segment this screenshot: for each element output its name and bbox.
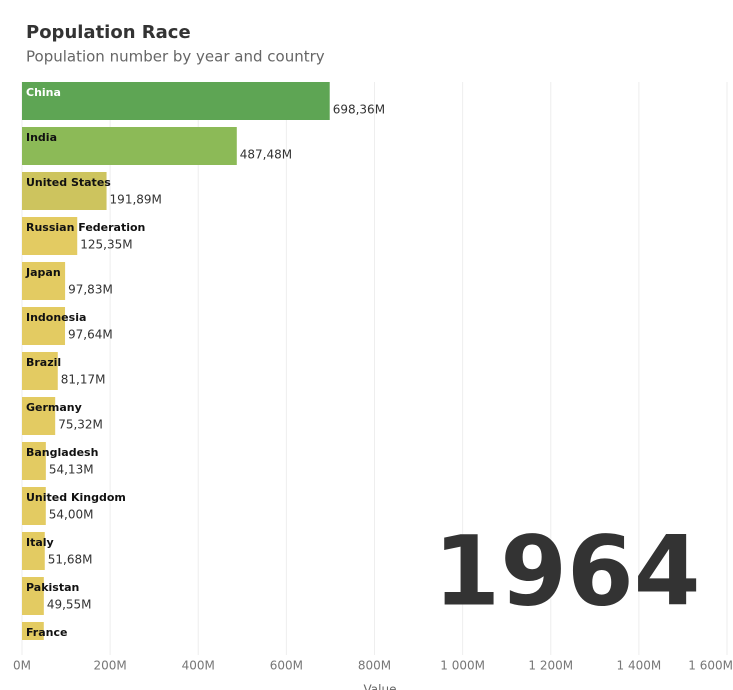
x-tick-label: 600M [270,659,303,673]
bar [22,82,330,120]
value-label: 81,17M [61,373,106,387]
x-tick-label: 800M [358,659,391,673]
value-label: 97,83M [68,283,113,297]
value-label: 75,32M [58,418,103,432]
category-label: India [26,131,57,144]
bar [22,487,46,525]
bar [22,172,107,210]
category-label: Italy [26,536,54,549]
bar [22,262,66,300]
category-label: United States [26,176,111,189]
bars: China 698,36M India 487,48M United States 191… [22,82,385,657]
value-label: 51,68M [48,553,93,567]
value-label: 487,48M [240,148,292,162]
category-label: Russian Federation [26,221,145,234]
value-label: 49,45M [47,643,92,657]
value-label: 97,64M [68,328,113,342]
chart-subtitle: Population number by year and country [26,48,325,66]
x-tick-label: 1 400M [617,659,662,673]
bar [22,217,78,255]
x-tick-label: 400M [182,659,215,673]
x-tick-label: 1 600M [688,659,733,673]
value-label: 191,89M [110,193,162,207]
chart-title: Population Race [26,22,191,43]
bar [22,577,44,615]
category-label: China [26,86,61,99]
category-label: Japan [25,266,61,279]
category-label: France [26,626,67,639]
bar [22,442,46,480]
x-axis-label: Value [364,683,397,690]
x-tick-label: 1 000M [440,659,485,673]
value-label: 54,00M [49,508,94,522]
category-label: Indonesia [26,311,86,324]
bar [22,397,56,435]
category-label: Brazil [26,356,61,369]
value-label: 54,13M [49,463,94,477]
x-tick-label: 200M [93,659,126,673]
category-label: Germany [26,401,82,414]
grid [21,82,728,655]
bar [22,622,44,640]
bar [22,127,237,165]
x-tick-label: 1 200M [528,659,573,673]
value-label: 49,55M [47,598,92,612]
year-annotation: 1964 [433,515,700,627]
value-label: 125,35M [80,238,132,252]
category-label: Bangladesh [26,446,98,459]
category-label: Pakistan [26,581,79,594]
x-tick-label: 0M [13,659,31,673]
bar [22,532,45,570]
value-label: 698,36M [333,103,385,117]
bar [22,307,66,345]
bar [22,352,58,390]
category-label: United Kingdom [26,491,126,504]
